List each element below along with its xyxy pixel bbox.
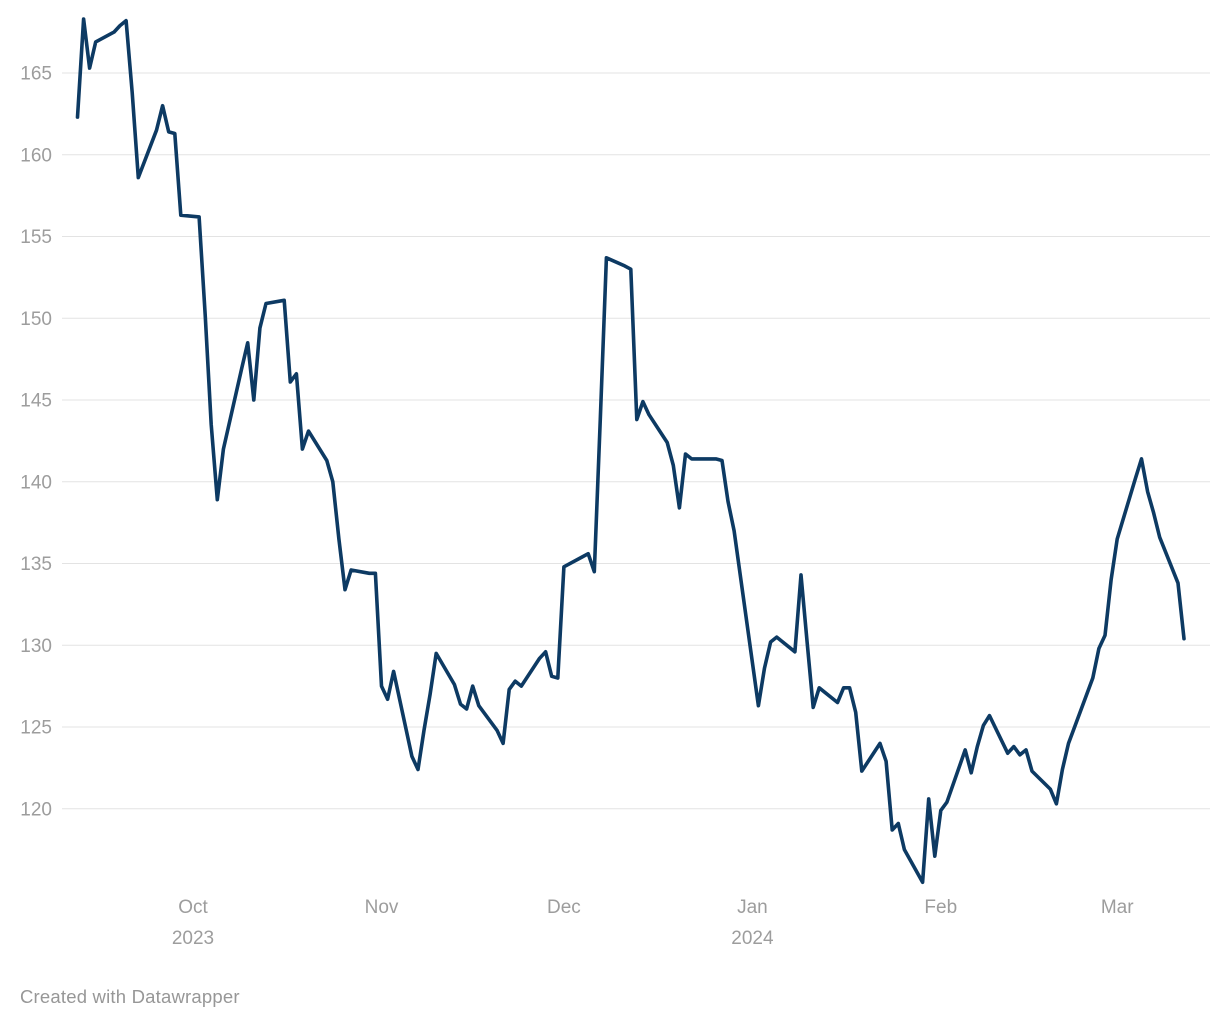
x-axis-tick-label-oct: Oct — [178, 897, 208, 918]
price-line-series — [75, 17, 1186, 885]
datawrapper-credit: Created with Datawrapper — [20, 986, 240, 1007]
y-axis-tick-label-135: 135 — [20, 554, 52, 575]
x-axis-tick-label-feb: Feb — [924, 897, 957, 918]
x-axis-tick-label-nov: Nov — [365, 897, 399, 918]
y-axis-tick-label-140: 140 — [20, 472, 52, 493]
x-axis-tick-label-dec: Dec — [547, 897, 581, 918]
x-axis-tick-label-mar: Mar — [1101, 897, 1134, 918]
y-axis-tick-label-155: 155 — [20, 227, 52, 248]
y-axis-tick-label-145: 145 — [20, 391, 52, 412]
x-axis-year-label-2023: 2023 — [172, 928, 214, 949]
y-axis-tick-label-130: 130 — [20, 636, 52, 657]
y-axis-tick-label-160: 160 — [20, 145, 52, 166]
y-axis-tick-label-165: 165 — [20, 64, 52, 85]
y-axis-tick-label-150: 150 — [20, 309, 52, 330]
x-axis-year-label-2024: 2024 — [731, 928, 774, 949]
y-axis-tick-label-120: 120 — [20, 799, 52, 820]
y-axis-tick-label-125: 125 — [20, 718, 52, 739]
x-axis-tick-label-jan: Jan — [737, 897, 768, 918]
